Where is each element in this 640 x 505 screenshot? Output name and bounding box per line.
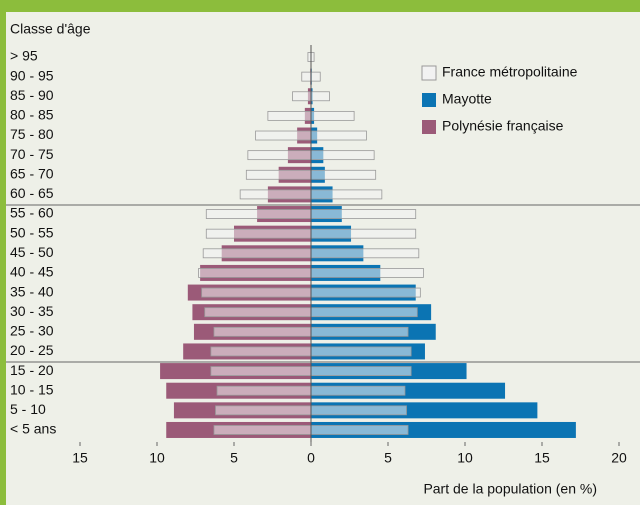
top-band: [0, 0, 640, 12]
y-tick-label: > 95: [10, 48, 38, 64]
x-tick-label: 15: [72, 450, 88, 466]
y-tick-label: 65 - 70: [10, 165, 54, 181]
bar: [310, 209, 417, 219]
bar: [301, 71, 312, 82]
bar: [310, 385, 406, 396]
bar: [310, 169, 377, 180]
y-tick-label: 40 - 45: [10, 264, 54, 280]
bar: [213, 425, 312, 435]
x-tick-label: 20: [611, 450, 627, 466]
bar: [198, 268, 312, 278]
bar: [310, 248, 420, 259]
left-band: [0, 0, 6, 505]
bar: [310, 405, 407, 416]
y-tick-label: < 5 ans: [10, 421, 56, 437]
bar: [201, 287, 312, 298]
bar: [310, 268, 424, 278]
bar: [255, 130, 312, 141]
y-tick-label: 75 - 80: [10, 126, 54, 142]
bar: [310, 110, 355, 121]
bar: [204, 307, 312, 318]
y-tick-label: 5 - 10: [10, 401, 46, 417]
legend-label: France métropolitaine: [442, 64, 578, 80]
x-tick-label: 5: [230, 450, 238, 466]
bar: [210, 366, 312, 376]
legend-swatch: [422, 120, 436, 134]
bar: [210, 346, 312, 357]
legend-label: Polynésie française: [442, 118, 564, 134]
bar: [310, 307, 418, 318]
y-tick-label: 80 - 85: [10, 107, 54, 123]
y-tick-label: 10 - 15: [10, 381, 54, 397]
bar: [310, 189, 383, 200]
bar: [245, 169, 312, 180]
y-tick-label: 55 - 60: [10, 205, 54, 221]
bar: [310, 346, 412, 357]
bar: [267, 110, 312, 121]
bar: [205, 228, 312, 239]
y-tick-label: 70 - 75: [10, 146, 54, 162]
bar: [310, 130, 367, 141]
bar: [292, 91, 312, 102]
legend-swatch: [422, 93, 436, 107]
bar: [239, 189, 312, 200]
bar: [310, 366, 412, 376]
y-tick-label: 90 - 95: [10, 67, 54, 83]
bar: [310, 150, 375, 161]
y-axis-title: Classe d'âge: [10, 21, 91, 37]
bar: [205, 209, 312, 219]
y-tick-label: 35 - 40: [10, 283, 54, 299]
x-tick-label: 5: [384, 450, 392, 466]
x-tick-label: 0: [307, 450, 315, 466]
legend-label: Mayotte: [442, 91, 492, 107]
x-tick-label: 15: [534, 450, 550, 466]
legend-swatch: [421, 65, 437, 81]
bar: [310, 228, 417, 239]
y-tick-label: 20 - 25: [10, 342, 54, 358]
bar: [247, 150, 312, 161]
bar: [216, 385, 312, 396]
y-tick-label: 25 - 30: [10, 323, 54, 339]
bar: [310, 425, 409, 435]
y-tick-label: 30 - 35: [10, 303, 54, 319]
bar: [310, 326, 409, 337]
x-tick-label: 10: [457, 450, 473, 466]
y-tick-label: 85 - 90: [10, 87, 54, 103]
y-tick-label: 60 - 65: [10, 185, 54, 201]
y-tick-label: 15 - 20: [10, 362, 54, 378]
bar: [213, 326, 312, 337]
bar: [215, 405, 312, 416]
bar: [310, 91, 330, 102]
y-tick-label: 45 - 50: [10, 244, 54, 260]
x-tick-label: 10: [149, 450, 165, 466]
bar: [310, 287, 421, 298]
x-axis-title: Part de la population (en %): [423, 481, 597, 497]
bar: [202, 248, 312, 259]
y-tick-label: 50 - 55: [10, 224, 54, 240]
bar: [310, 71, 321, 82]
